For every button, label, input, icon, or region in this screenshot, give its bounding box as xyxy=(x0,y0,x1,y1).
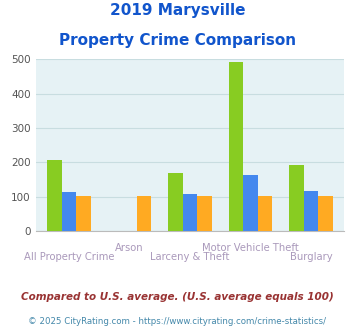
Bar xyxy=(289,165,304,231)
Bar xyxy=(229,62,243,231)
Bar xyxy=(76,196,91,231)
Text: All Property Crime: All Property Crime xyxy=(23,252,114,262)
Text: 2019 Marysville: 2019 Marysville xyxy=(110,3,245,18)
Bar xyxy=(304,191,318,231)
Bar xyxy=(197,196,212,231)
Bar xyxy=(243,175,258,231)
Text: Larceny & Theft: Larceny & Theft xyxy=(150,252,230,262)
Bar xyxy=(168,173,183,231)
Text: © 2025 CityRating.com - https://www.cityrating.com/crime-statistics/: © 2025 CityRating.com - https://www.city… xyxy=(28,317,327,326)
Bar xyxy=(318,196,333,231)
Bar xyxy=(61,192,76,231)
Bar xyxy=(183,194,197,231)
Text: Property Crime Comparison: Property Crime Comparison xyxy=(59,33,296,48)
Bar xyxy=(258,196,272,231)
Bar xyxy=(137,196,151,231)
Text: Compared to U.S. average. (U.S. average equals 100): Compared to U.S. average. (U.S. average … xyxy=(21,292,334,302)
Text: Motor Vehicle Theft: Motor Vehicle Theft xyxy=(202,243,299,252)
Text: Arson: Arson xyxy=(115,243,144,252)
Bar xyxy=(47,160,61,231)
Text: Burglary: Burglary xyxy=(290,252,332,262)
